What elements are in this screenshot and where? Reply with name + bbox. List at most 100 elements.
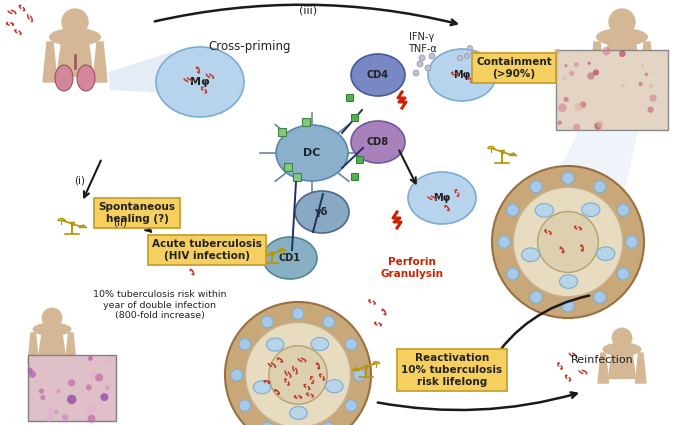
Circle shape [612, 328, 632, 348]
Circle shape [647, 107, 653, 113]
Text: Spontaneous
healing (?): Spontaneous healing (?) [99, 202, 175, 224]
Circle shape [562, 172, 574, 184]
Text: 10% tuberculosis risk within
year of double infection
(800-fold increase): 10% tuberculosis risk within year of dou… [93, 290, 227, 320]
Polygon shape [636, 353, 646, 383]
Circle shape [538, 212, 599, 272]
Circle shape [86, 384, 92, 391]
Circle shape [580, 101, 586, 108]
Circle shape [594, 181, 606, 193]
Bar [351, 173, 358, 180]
Circle shape [86, 405, 95, 415]
Ellipse shape [295, 191, 349, 233]
Circle shape [621, 84, 625, 88]
Circle shape [467, 45, 473, 51]
Ellipse shape [311, 337, 329, 351]
Circle shape [530, 181, 542, 193]
Text: Mφ: Mφ [434, 193, 451, 203]
Circle shape [594, 291, 606, 303]
Ellipse shape [535, 204, 553, 217]
Circle shape [562, 77, 566, 80]
FancyBboxPatch shape [556, 50, 668, 130]
Text: DC: DC [303, 148, 321, 158]
Circle shape [239, 400, 251, 411]
Circle shape [292, 308, 304, 320]
Circle shape [464, 54, 469, 59]
Polygon shape [604, 36, 640, 76]
Ellipse shape [560, 275, 577, 288]
Circle shape [569, 71, 574, 76]
Text: Containment
(>90%): Containment (>90%) [476, 57, 552, 79]
Circle shape [39, 388, 44, 394]
Ellipse shape [351, 121, 405, 163]
Ellipse shape [428, 49, 496, 101]
Circle shape [63, 415, 67, 420]
Circle shape [47, 408, 54, 415]
Circle shape [62, 414, 68, 420]
Bar [356, 156, 363, 163]
Bar [351, 114, 358, 121]
Circle shape [239, 338, 251, 350]
Circle shape [587, 72, 595, 80]
Ellipse shape [408, 172, 476, 224]
Circle shape [101, 393, 108, 401]
Polygon shape [590, 42, 604, 82]
Circle shape [602, 47, 611, 55]
Ellipse shape [266, 338, 284, 351]
Text: (iii): (iii) [299, 5, 317, 15]
Circle shape [645, 73, 648, 76]
Circle shape [626, 236, 638, 248]
Circle shape [345, 400, 357, 411]
Circle shape [413, 70, 419, 76]
Text: IFN-γ
TNF-α: IFN-γ TNF-α [408, 32, 436, 54]
Circle shape [89, 373, 95, 378]
Polygon shape [608, 348, 636, 379]
Circle shape [564, 97, 569, 102]
Circle shape [619, 51, 625, 57]
Circle shape [53, 409, 58, 414]
Text: CD1: CD1 [279, 253, 301, 263]
Circle shape [513, 187, 623, 297]
Circle shape [553, 49, 560, 55]
Bar [302, 118, 310, 126]
Text: Reactivation
10% tuberculosis
risk lifelong: Reactivation 10% tuberculosis risk lifel… [401, 354, 503, 387]
Circle shape [245, 323, 351, 425]
Circle shape [564, 64, 568, 67]
Circle shape [595, 122, 601, 130]
Text: CD8: CD8 [367, 137, 389, 147]
Circle shape [477, 60, 482, 65]
Ellipse shape [351, 54, 405, 96]
Circle shape [558, 120, 562, 125]
Circle shape [562, 300, 574, 312]
Circle shape [225, 302, 371, 425]
Circle shape [573, 124, 580, 131]
Ellipse shape [521, 248, 540, 261]
Text: CD4: CD4 [367, 70, 389, 80]
Ellipse shape [596, 28, 648, 46]
Circle shape [323, 316, 334, 328]
Polygon shape [57, 36, 93, 76]
Polygon shape [28, 333, 38, 363]
Circle shape [29, 371, 36, 378]
Ellipse shape [49, 28, 101, 46]
Polygon shape [43, 42, 57, 82]
Circle shape [107, 396, 111, 399]
Circle shape [56, 389, 61, 394]
Text: Mφ: Mφ [453, 70, 471, 80]
Text: Mφ: Mφ [190, 77, 210, 87]
Circle shape [507, 204, 519, 216]
Text: Perforin
Granulysin: Perforin Granulysin [380, 257, 443, 279]
Circle shape [419, 55, 425, 61]
Text: Cross-priming: Cross-priming [209, 40, 291, 53]
Circle shape [417, 61, 423, 67]
Circle shape [68, 379, 75, 387]
Circle shape [262, 422, 273, 425]
Text: γδ: γδ [315, 207, 329, 217]
Circle shape [575, 103, 582, 111]
Circle shape [231, 369, 242, 381]
Circle shape [597, 120, 604, 128]
Circle shape [88, 356, 93, 361]
Circle shape [269, 346, 327, 404]
Text: Reinfection: Reinfection [571, 355, 634, 365]
Bar [346, 94, 353, 101]
Circle shape [323, 422, 334, 425]
